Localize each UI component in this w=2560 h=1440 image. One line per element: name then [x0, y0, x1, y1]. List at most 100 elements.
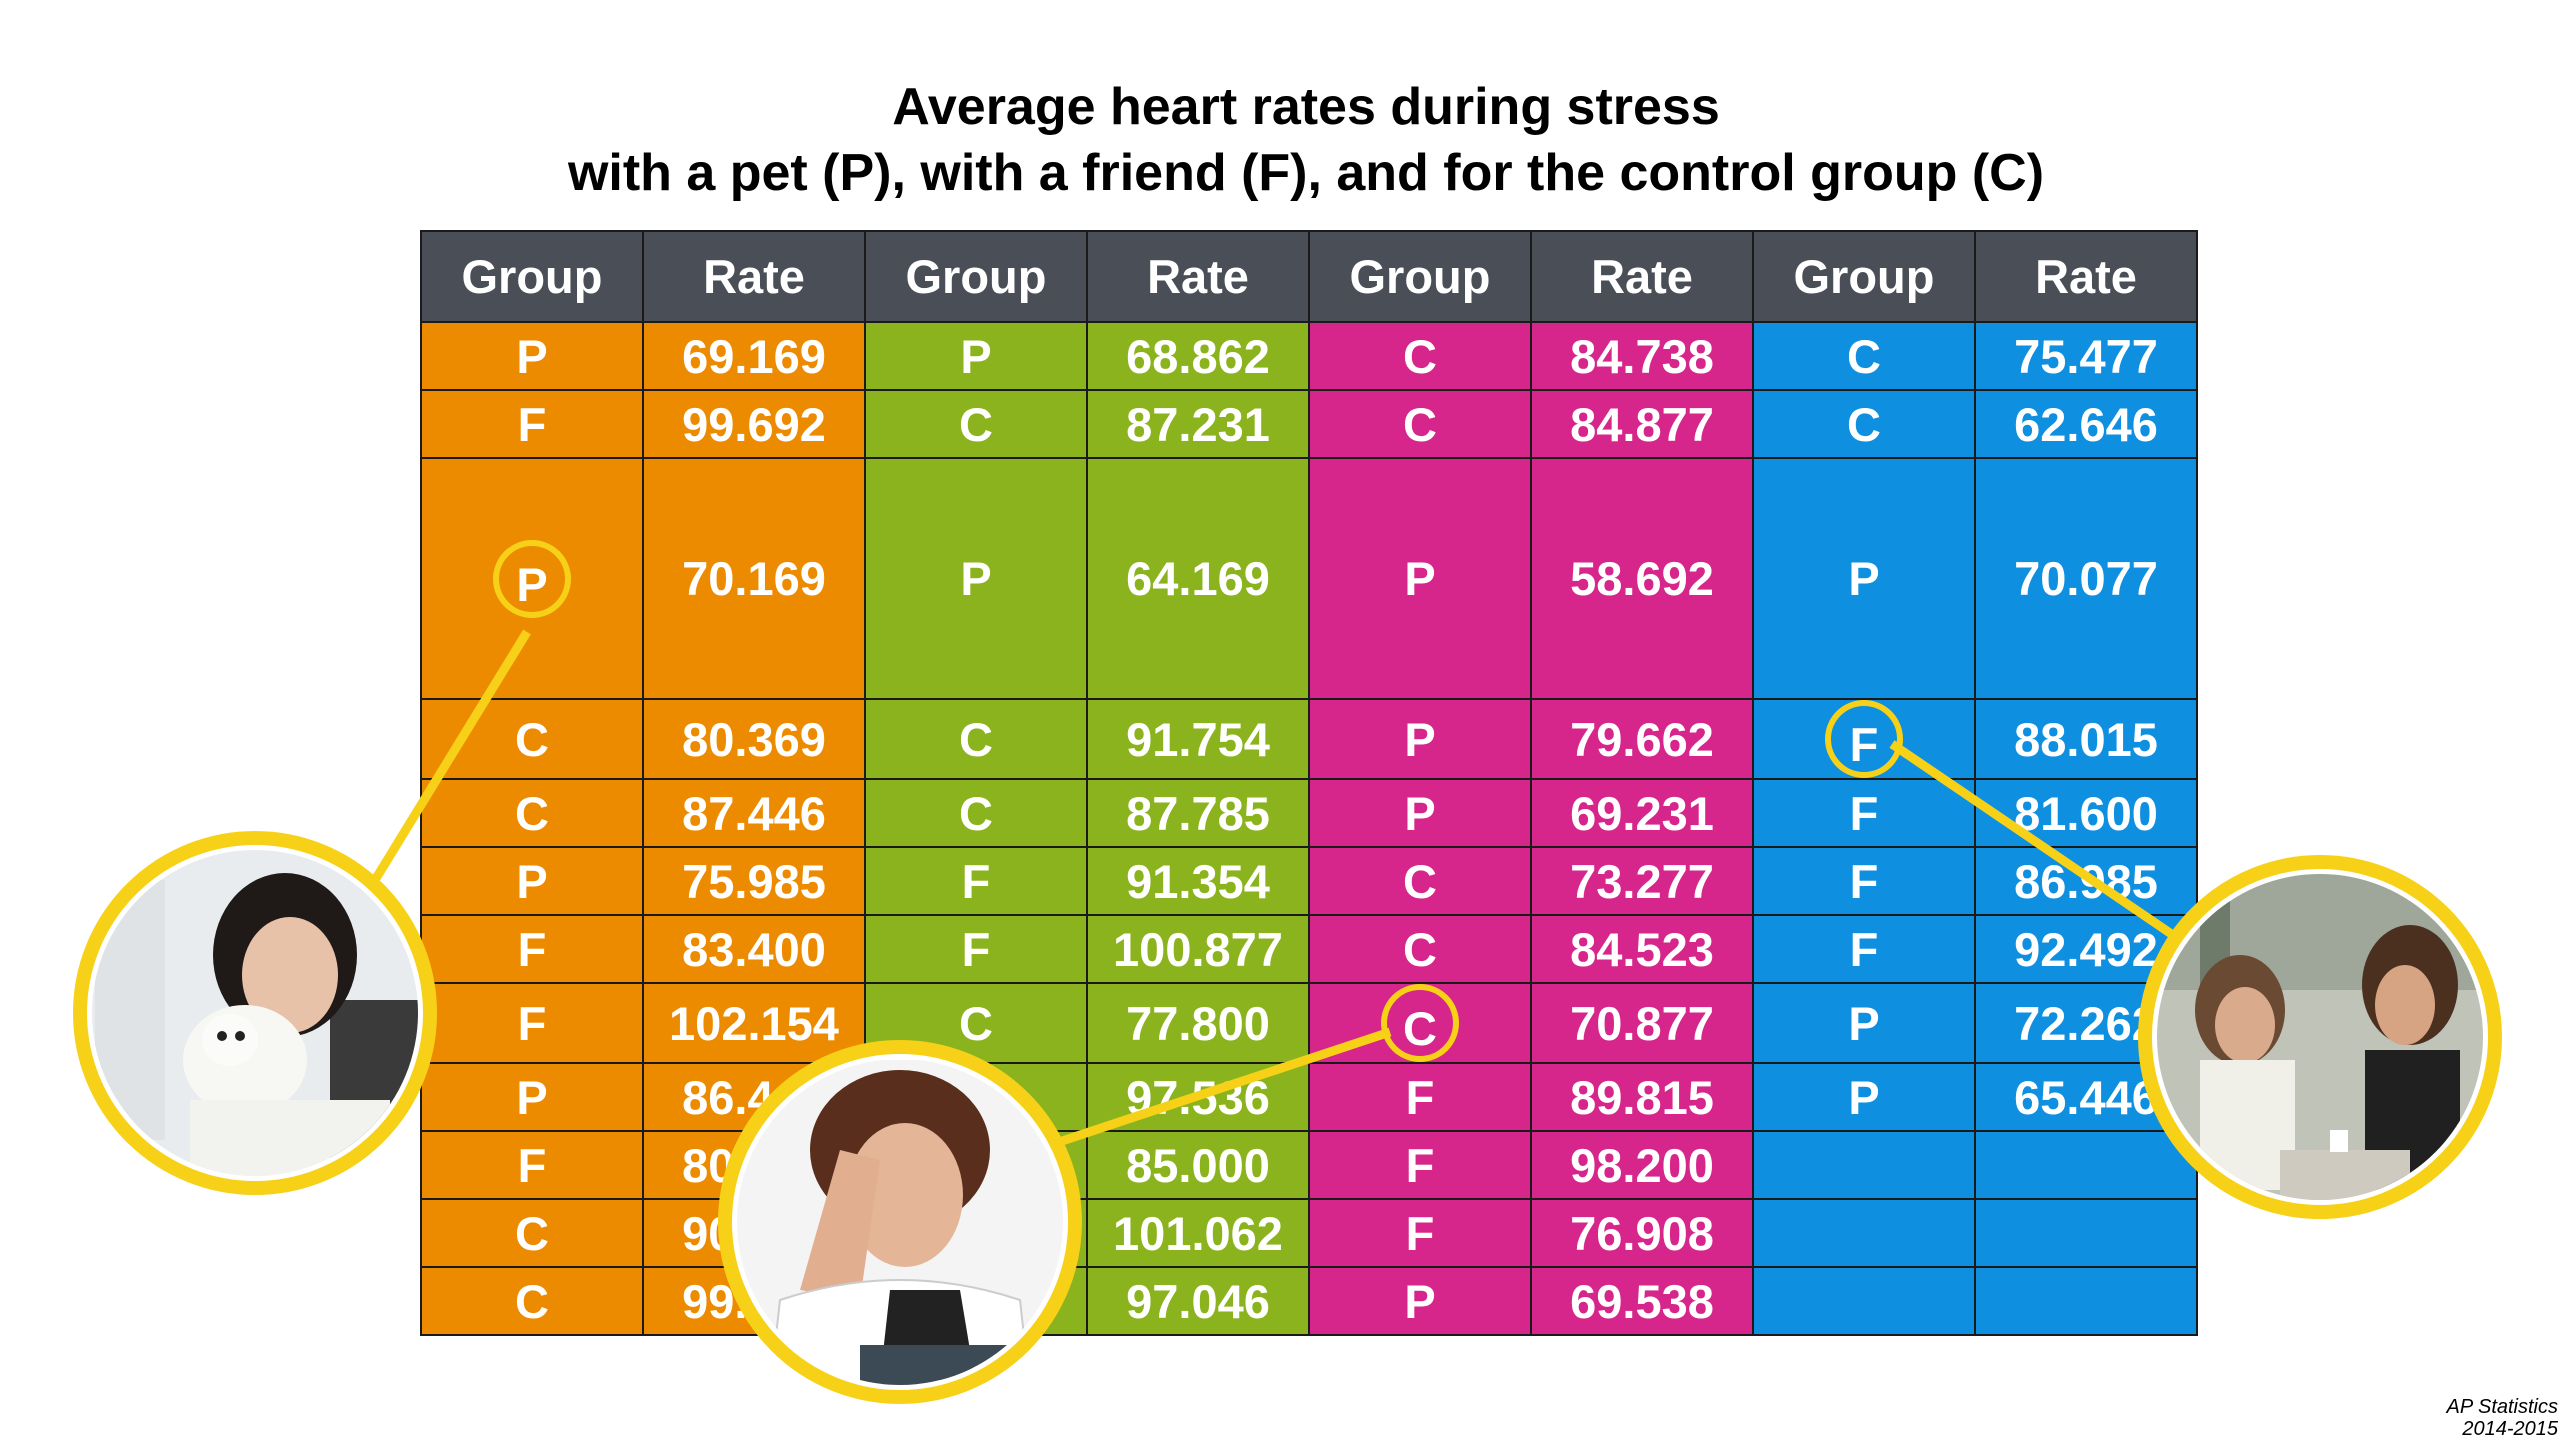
rate-cell: [1974, 1266, 2198, 1336]
table-row: F 80.000 C 85.000 F 98.200: [420, 1130, 2198, 1200]
rate-cell: 65.446: [1974, 1062, 2198, 1132]
group-cell: C: [1752, 389, 1976, 459]
table-row: C 99.046 P 97.046 P 69.538: [420, 1266, 2198, 1336]
group-cell: C: [1308, 846, 1532, 916]
rate-cell: 92.492: [1974, 914, 2198, 984]
rate-cell: 75.477: [1974, 321, 2198, 391]
group-cell: P: [864, 1266, 1088, 1336]
table-row: P 86.446 P 97.536 F 89.815 P 65.446: [420, 1062, 2198, 1132]
table-header-row: Group Rate Group Rate Group Rate Group R…: [420, 230, 2198, 323]
rate-cell: 99.692: [642, 389, 866, 459]
rate-cell: 77.800: [1086, 982, 1310, 1064]
group-cell: C: [864, 778, 1088, 848]
group-cell: F: [420, 1130, 644, 1200]
rate-cell: 100.877: [1086, 914, 1310, 984]
header-rate-3: Rate: [1530, 230, 1754, 323]
rate-cell: 101.062: [1086, 1198, 1310, 1268]
rate-cell: 87.785: [1086, 778, 1310, 848]
group-cell: C: [864, 1130, 1088, 1200]
group-cell: P: [1308, 1266, 1532, 1336]
group-cell: C: [420, 1266, 644, 1336]
group-cell: C: [864, 389, 1088, 459]
rate-cell: 84.523: [1530, 914, 1754, 984]
group-cell: P: [1308, 778, 1532, 848]
header-group-3: Group: [1308, 230, 1532, 323]
group-cell: C: [420, 1198, 644, 1268]
rate-cell: 86.985: [1974, 846, 2198, 916]
rate-cell: 58.692: [1530, 457, 1754, 700]
group-cell: F: [420, 389, 644, 459]
rate-cell: 91.354: [1086, 846, 1310, 916]
rate-cell: 69.231: [1530, 778, 1754, 848]
group-cell: [1752, 1198, 1976, 1268]
rate-cell: 90.015: [642, 1198, 866, 1268]
rate-cell: 87.231: [1086, 389, 1310, 459]
table-row: C 87.446 C 87.785 P 69.231 F 81.600: [420, 778, 2198, 848]
rate-cell: 88.015: [1974, 698, 2198, 780]
group-cell: P: [1752, 457, 1976, 700]
rate-cell: 69.169: [642, 321, 866, 391]
header-group-2: Group: [864, 230, 1088, 323]
group-cell: [1752, 1130, 1976, 1200]
group-cell: P: [864, 457, 1088, 700]
footer-line-2: 2014-2015: [2462, 1418, 2558, 1440]
group-cell: P: [864, 1062, 1088, 1132]
rate-cell: 64.169: [1086, 457, 1310, 700]
rate-cell: 70.877: [1530, 982, 1754, 1064]
group-cell: F: [1308, 1062, 1532, 1132]
rate-cell: 83.400: [642, 914, 866, 984]
group-cell: F: [864, 914, 1088, 984]
table-body: P 69.169 P 68.862 C 84.738 C 75.477 F 99.692 C 87.2…: [420, 321, 2198, 1336]
table-row: C 90.015 F 101.062 F 76.908: [420, 1198, 2198, 1268]
rate-cell: 97.046: [1086, 1266, 1310, 1336]
rate-cell: 87.446: [642, 778, 866, 848]
slide-title: Average heart rates during stress with a…: [0, 74, 2560, 206]
highlighted-group-marker: C: [1381, 984, 1459, 1062]
group-cell: P: [420, 457, 644, 700]
rate-cell: 80.000: [642, 1130, 866, 1200]
rate-cell: 70.077: [1974, 457, 2198, 700]
header-group-1: Group: [420, 230, 644, 323]
table-row: F 83.400 F 100.877 C 84.523 F 92.492: [420, 914, 2198, 984]
rate-cell: 85.000: [1086, 1130, 1310, 1200]
rate-cell: 68.862: [1086, 321, 1310, 391]
group-cell: C: [420, 698, 644, 780]
rate-cell: 79.662: [1530, 698, 1754, 780]
group-cell: P: [1752, 982, 1976, 1064]
rate-cell: 80.369: [642, 698, 866, 780]
group-cell: F: [1752, 846, 1976, 916]
rate-cell: 69.538: [1530, 1266, 1754, 1336]
header-rate-2: Rate: [1086, 230, 1310, 323]
group-cell: P: [420, 846, 644, 916]
group-cell: F: [420, 914, 644, 984]
group-cell: F: [1308, 1130, 1532, 1200]
highlighted-group-marker: F: [1825, 700, 1903, 778]
group-cell: F: [1308, 1198, 1532, 1268]
rate-cell: 84.877: [1530, 389, 1754, 459]
group-cell: F: [420, 982, 644, 1064]
rate-cell: [1974, 1198, 2198, 1268]
rate-cell: 70.169: [642, 457, 866, 700]
header-rate-4: Rate: [1974, 230, 2198, 323]
rate-cell: 91.754: [1086, 698, 1310, 780]
rate-cell: [1974, 1130, 2198, 1200]
group-cell: F: [1752, 778, 1976, 848]
group-cell: F: [1752, 698, 1976, 780]
rate-cell: 99.046: [642, 1266, 866, 1336]
group-cell: P: [420, 321, 644, 391]
table-row: P 69.169 P 68.862 C 84.738 C 75.477: [420, 321, 2198, 391]
group-cell: C: [864, 698, 1088, 780]
highlighted-group-marker: P: [493, 539, 571, 618]
footer-line-1: AP Statistics: [2446, 1396, 2558, 1418]
table-row: F 99.692 C 87.231 C 84.877 C 62.646: [420, 389, 2198, 459]
group-cell: P: [864, 321, 1088, 391]
rate-cell: 75.985: [642, 846, 866, 916]
rate-cell: 86.446: [642, 1062, 866, 1132]
group-cell: P: [1308, 698, 1532, 780]
group-cell: F: [864, 846, 1088, 916]
rate-cell: 73.277: [1530, 846, 1754, 916]
group-cell: C: [1308, 914, 1532, 984]
table-row: P 75.985 F 91.354 C 73.277 F 86.985: [420, 846, 2198, 916]
group-cell: C: [1308, 389, 1532, 459]
group-cell: P: [420, 1062, 644, 1132]
